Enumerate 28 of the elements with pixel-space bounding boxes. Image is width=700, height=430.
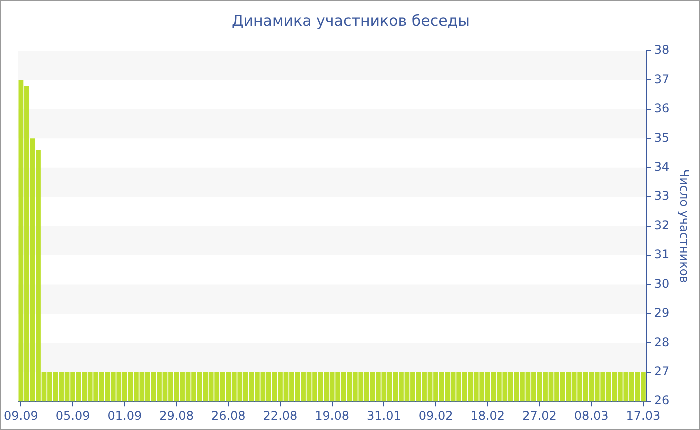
x-tick-label: 17.03 — [626, 408, 661, 423]
y-tick-label: 34 — [654, 160, 670, 174]
y-tick-label: 33 — [654, 189, 670, 204]
y-tick-label: 26 — [654, 394, 670, 408]
y-tick-label: 30 — [654, 276, 670, 291]
y-tick-label: 32 — [654, 218, 670, 232]
x-tick-label: 09.02 — [418, 408, 454, 423]
x-tick-label: 19.08 — [315, 408, 350, 423]
x-tick-label: 26.08 — [211, 408, 246, 423]
x-tick-label: 09.09 — [4, 408, 38, 423]
y-tick-label: 36 — [654, 102, 670, 116]
chart-title: Динамика участников беседы — [232, 12, 470, 30]
x-tick-label: 01.09 — [108, 408, 142, 423]
y-tick-label: 29 — [654, 306, 670, 320]
y-tick-label: 38 — [654, 43, 670, 58]
y-tick-label: 27 — [654, 364, 670, 379]
x-tick-label: 29.08 — [160, 408, 194, 423]
x-tick-label: 22.08 — [263, 408, 298, 423]
x-tick-label: 27.02 — [522, 408, 557, 423]
x-tick-label: 08.03 — [574, 408, 609, 423]
y-axis-title: Число участников — [678, 169, 692, 284]
y-tick-label: 28 — [654, 335, 670, 350]
y-tick-label: 37 — [654, 72, 670, 86]
x-tick-label: 05.09 — [56, 408, 90, 423]
x-tick-label: 18.02 — [470, 408, 506, 423]
y-tick-label: 31 — [654, 248, 670, 262]
x-tick-label: 31.01 — [367, 408, 402, 423]
y-tick-label: 35 — [654, 130, 670, 145]
